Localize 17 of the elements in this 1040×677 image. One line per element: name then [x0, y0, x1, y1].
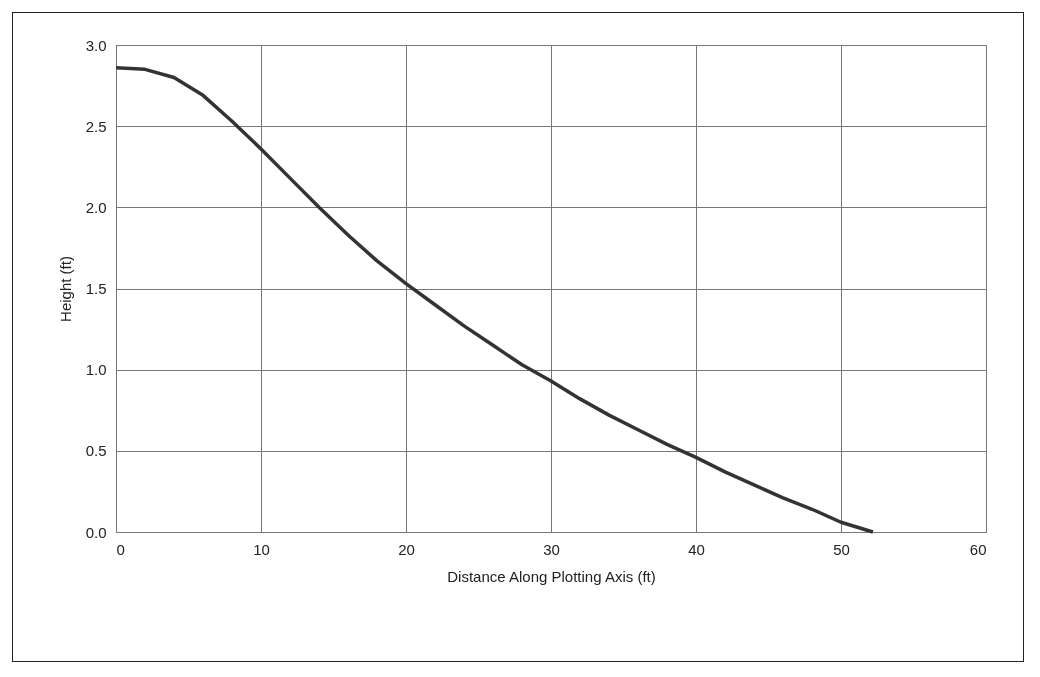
x-tick-label: 10 — [253, 540, 270, 558]
x-tick-label: 30 — [543, 540, 560, 558]
x-tick-label: 0 — [116, 540, 125, 558]
x-axis-title: Distance Along Plotting Axis (ft) — [447, 567, 656, 585]
y-tick-label: 1.0 — [85, 361, 107, 379]
y-tick-label: 2.5 — [85, 117, 107, 135]
line-series — [114, 65, 875, 534]
y-tick-label: 0.0 — [85, 523, 107, 541]
y-tick-label: 3.0 — [85, 36, 107, 54]
y-tick-label: 2.0 — [85, 198, 107, 216]
y-tick-label: 1.5 — [85, 280, 107, 297]
x-tick-label: 60 — [969, 540, 987, 558]
x-tick-label: 20 — [398, 540, 415, 558]
y-tick-label: 0.5 — [85, 442, 107, 460]
y-axis-title: Height (ft) — [56, 256, 74, 322]
x-tick-label: 50 — [833, 540, 850, 558]
x-tick-label: 40 — [688, 540, 705, 558]
